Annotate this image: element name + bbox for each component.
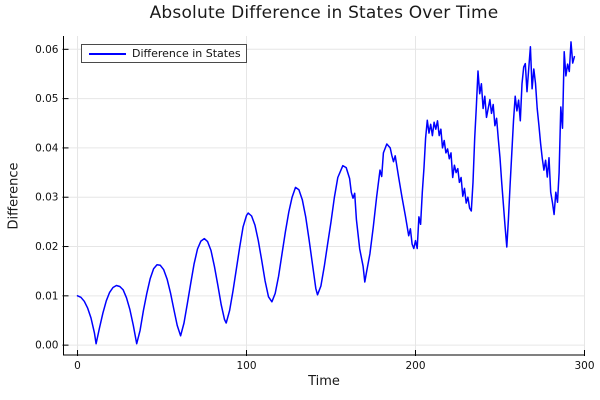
- x-tick-label: 100: [236, 360, 256, 372]
- x-tick-label: 300: [574, 360, 594, 372]
- data-series-line: [76, 41, 576, 345]
- legend-entry-label: Difference in States: [132, 47, 241, 60]
- chart-title: Absolute Difference in States Over Time: [149, 3, 499, 23]
- y-tick-label: 0.04: [35, 142, 59, 154]
- x-tick-label: 0: [74, 360, 81, 372]
- x-tick-label: 200: [405, 360, 425, 372]
- y-tick-label: 0.01: [35, 290, 58, 302]
- y-tick-label: 0.05: [35, 93, 58, 105]
- x-axis-label: Time: [308, 374, 340, 389]
- y-tick-label: 0.00: [35, 340, 58, 352]
- y-tick-label: 0.03: [35, 192, 58, 204]
- legend-line-sample: [89, 52, 126, 55]
- legend: Difference in States: [81, 44, 247, 63]
- y-axis-label-text: Difference: [6, 162, 22, 230]
- y-tick-label: 0.06: [35, 44, 59, 56]
- y-tick-label: 0.02: [35, 241, 58, 253]
